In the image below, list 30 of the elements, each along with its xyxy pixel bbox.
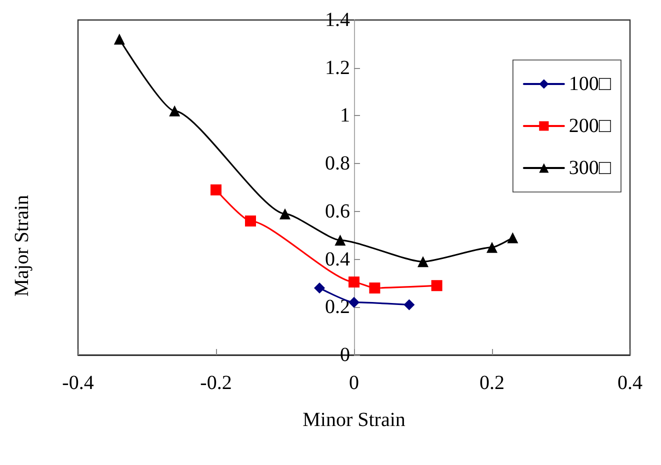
x-tick-label: -0.4 bbox=[62, 372, 94, 394]
y-tick-label: 1.2 bbox=[325, 56, 350, 79]
x-tick-label: 0.4 bbox=[618, 372, 642, 394]
point bbox=[169, 105, 180, 116]
x-tick-label: 0.2 bbox=[480, 372, 504, 394]
point bbox=[486, 242, 498, 253]
legend-label: 100□ bbox=[568, 73, 612, 95]
y-axis-title: Major Strain bbox=[11, 194, 33, 297]
point bbox=[314, 282, 325, 294]
point bbox=[348, 276, 360, 288]
y-tick-label: 0.6 bbox=[325, 200, 350, 222]
point bbox=[431, 280, 442, 292]
legend-label: 200□ bbox=[568, 115, 612, 137]
legend-label: 300□ bbox=[568, 157, 612, 179]
y-tick-label: 0.4 bbox=[325, 248, 350, 270]
point bbox=[334, 234, 346, 246]
x-axis-title: Minor Strain bbox=[302, 409, 406, 431]
y-tick-label: 0.8 bbox=[325, 152, 350, 175]
y-tick-label: 0.2 bbox=[325, 296, 350, 318]
point bbox=[418, 256, 428, 268]
point bbox=[114, 34, 125, 45]
point bbox=[404, 299, 415, 310]
y-tick-label: 1 bbox=[340, 104, 350, 127]
point bbox=[369, 282, 380, 294]
point bbox=[348, 296, 360, 308]
point bbox=[245, 216, 256, 226]
point bbox=[210, 184, 222, 196]
point bbox=[280, 208, 290, 220]
x-tick-label: -0.2 bbox=[200, 372, 232, 394]
point bbox=[507, 232, 518, 244]
